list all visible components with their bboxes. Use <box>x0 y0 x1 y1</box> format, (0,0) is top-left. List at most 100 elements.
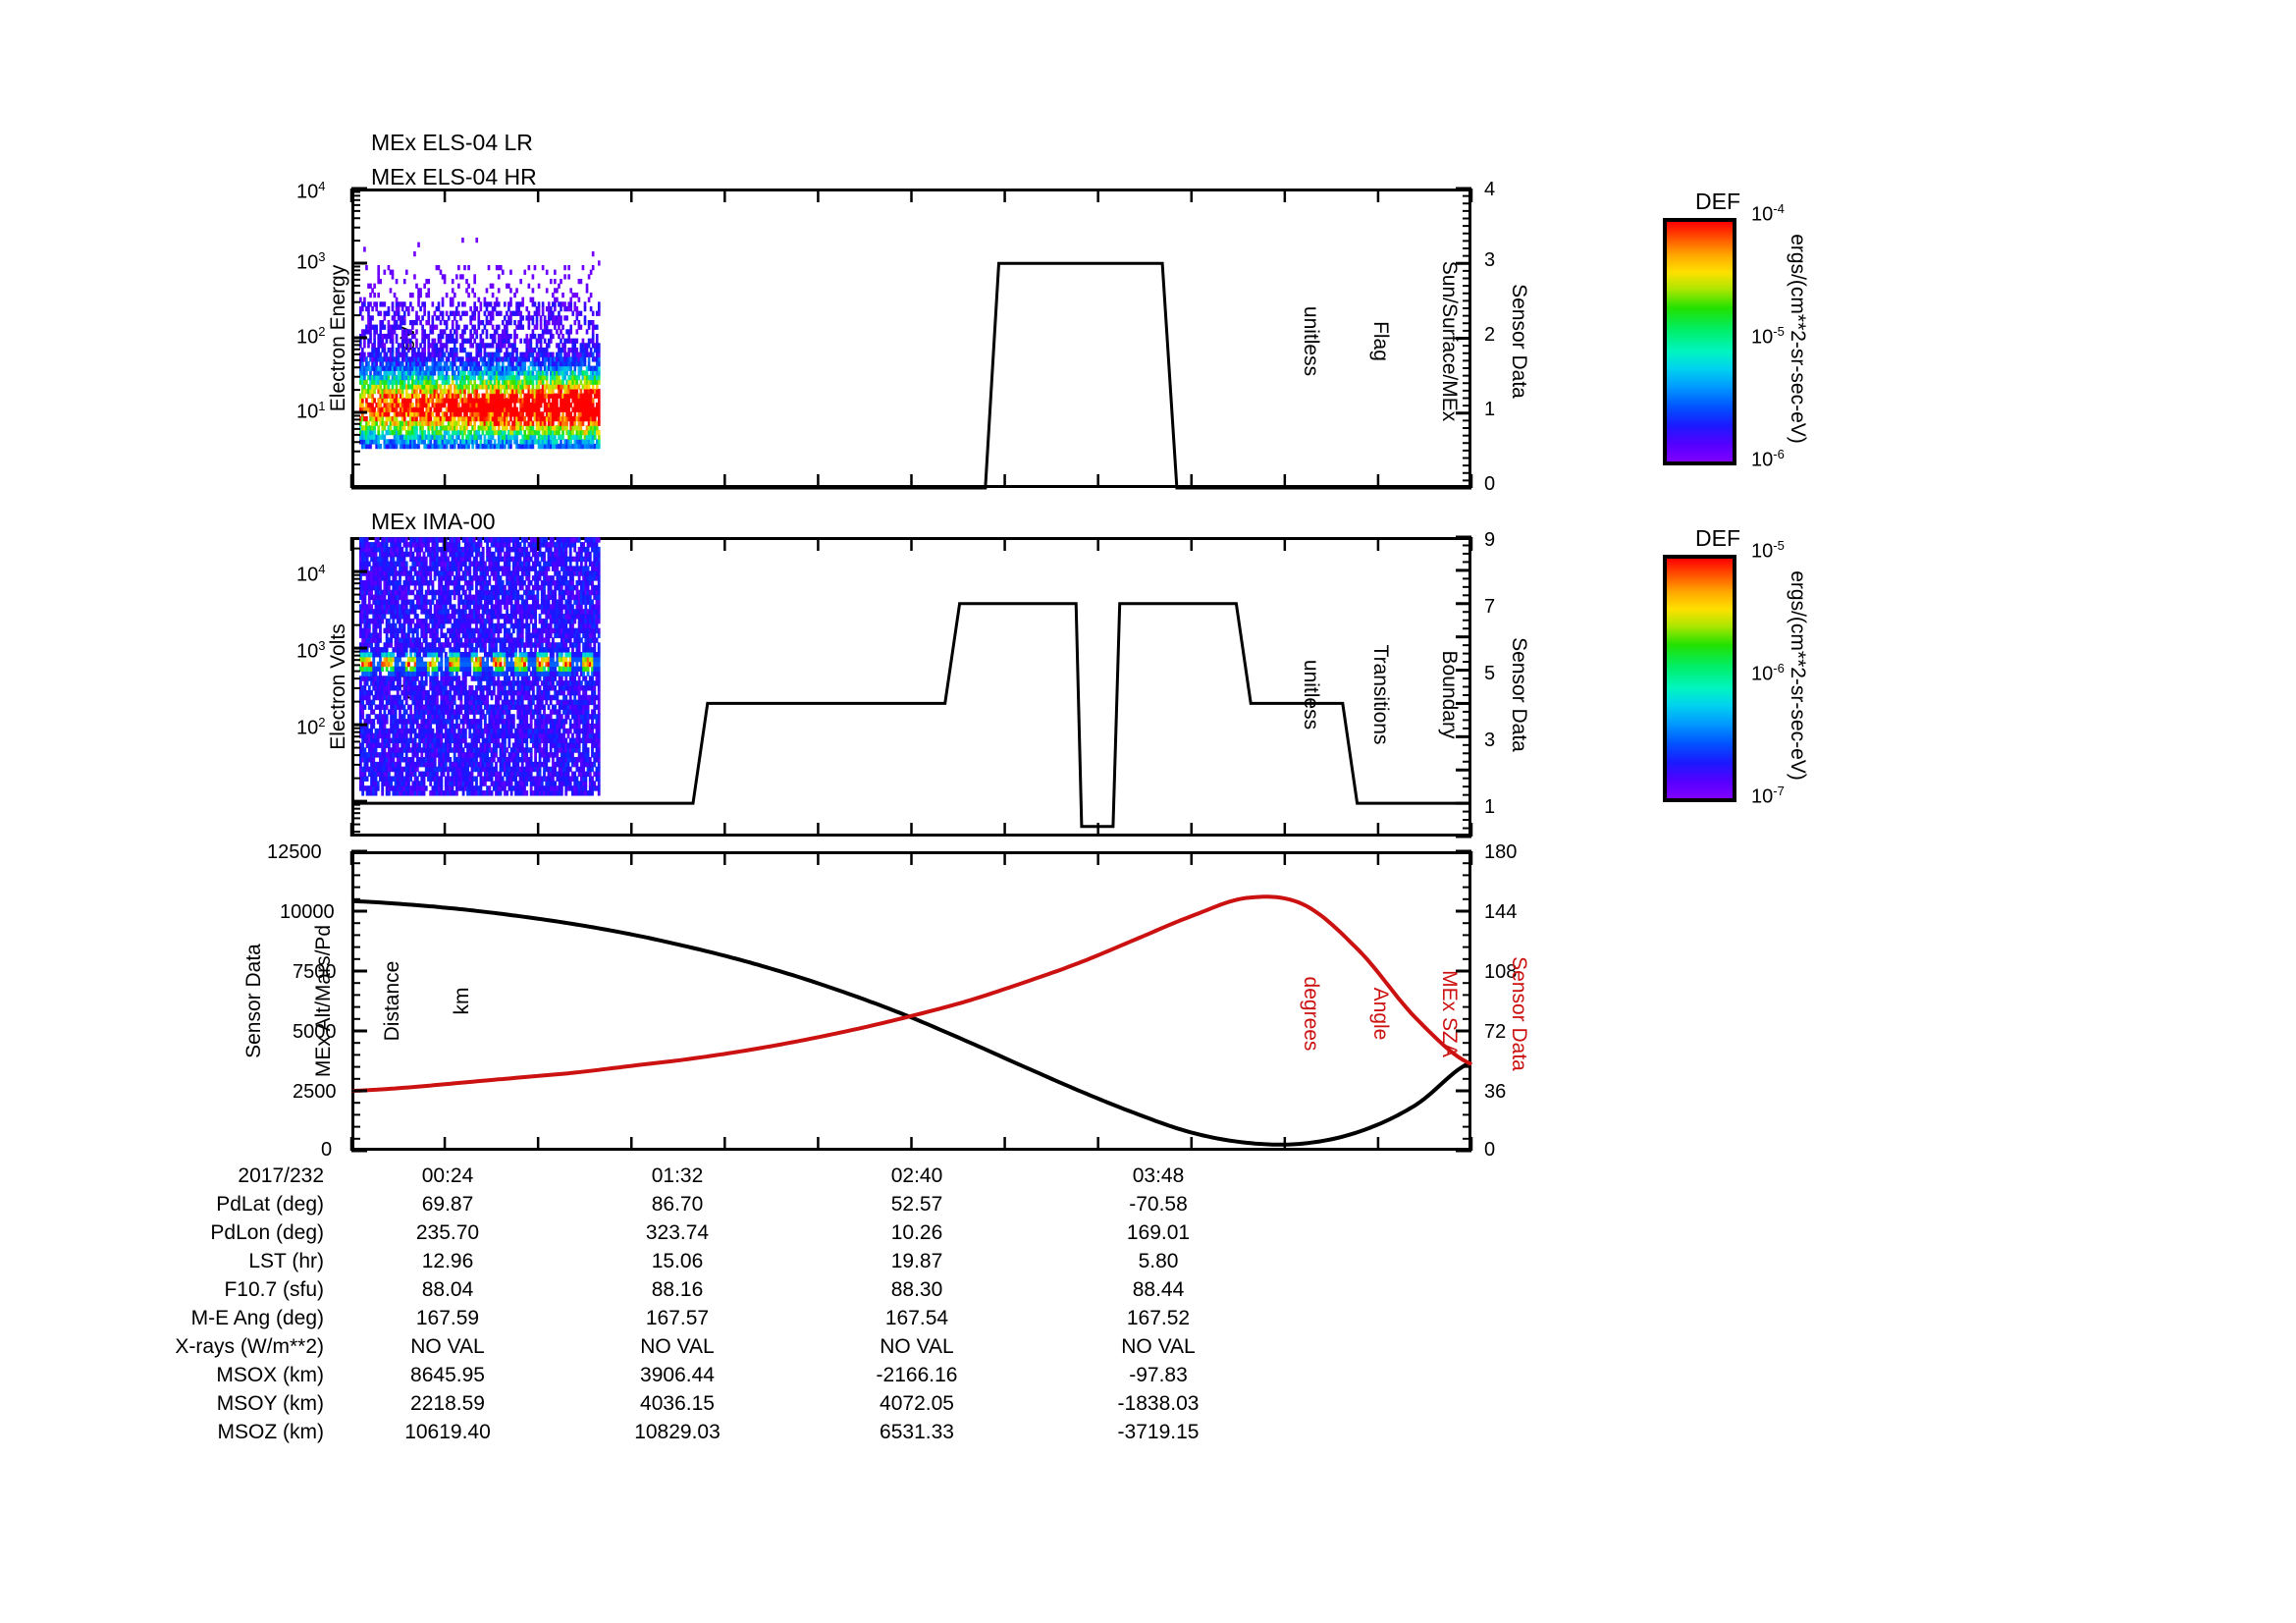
table-row-label: 2017/232 <box>238 1164 324 1187</box>
panel-orbit-ytick-1: 12500 <box>267 841 322 863</box>
axis-title-line: Electron Volts <box>327 623 350 750</box>
panel-ima-canvas <box>349 535 1473 839</box>
table-cell: -3719.15 <box>1117 1421 1200 1443</box>
table-cell: 167.52 <box>1126 1307 1191 1329</box>
table-cell: 4036.15 <box>640 1392 715 1415</box>
panel-els-ytick-r-1: 4 <box>1484 179 1496 200</box>
panel-ima-ytick-r-5: 1 <box>1484 796 1496 818</box>
table-cell: 167.54 <box>884 1307 949 1329</box>
panel-ima-ytick-1: 104 <box>296 562 326 586</box>
table-row-label: MSOY (km) <box>216 1392 324 1415</box>
table-row-label: PdLat (deg) <box>216 1193 324 1216</box>
table-cell: 235.70 <box>415 1221 480 1244</box>
panel-ima-ytick-2: 103 <box>296 638 326 663</box>
axis-title-line: Sensor Data <box>1507 637 1530 752</box>
panel-orbit-ytick-r-1: 180 <box>1484 841 1518 863</box>
axis-title-line: Sensor Data <box>1507 284 1530 399</box>
table-cell: NO VAL <box>880 1335 954 1358</box>
table-cell: 5.80 <box>1138 1250 1179 1272</box>
table-cell: -70.58 <box>1129 1193 1188 1216</box>
ephemeris-table: 2017/232 00:24 01:32 02:40 03:48 PdLat (deg) 6… <box>0 1159 1571 1453</box>
table-cell: 167.57 <box>645 1307 710 1329</box>
table-cell: NO VAL <box>640 1335 715 1358</box>
panel-orbit-ytick-3: 7500 <box>293 961 337 983</box>
axis-title-line: MEx Alt/Mars/Pd <box>311 924 335 1078</box>
table-cell: NO VAL <box>1121 1335 1196 1358</box>
table-cell: NO VAL <box>410 1335 485 1358</box>
table-cell: 15.06 <box>651 1250 704 1272</box>
table-cell: 167.59 <box>415 1307 480 1329</box>
panel-els-ytick-3: 102 <box>296 324 326 349</box>
panel-ima-title: MEx IMA-00 <box>371 509 496 534</box>
table-cell: 12.96 <box>421 1250 474 1272</box>
colorbar-1 <box>1663 218 1736 465</box>
panel-orbit-ytick-r-6: 0 <box>1484 1139 1496 1161</box>
table-cell: 01:32 <box>651 1164 704 1187</box>
colorbar-2-unit: ergs/(cm**2-sr-sec-eV) <box>1739 553 1855 798</box>
panel-els-ytick-4: 101 <box>296 399 326 423</box>
axis-title-line: Sensor Data <box>1507 956 1530 1071</box>
table-cell: 02:40 <box>890 1164 943 1187</box>
panel-ima-ytick-r-4: 3 <box>1484 730 1496 751</box>
table-row-label: PdLon (deg) <box>210 1221 324 1244</box>
table-row-label: MSOZ (km) <box>217 1421 324 1443</box>
panel-orbit-ytick-5: 2500 <box>293 1081 337 1103</box>
colorbar-1-tick-2: 10-5 <box>1751 324 1785 349</box>
table-cell: 169.01 <box>1126 1221 1191 1244</box>
table-cell: 10.26 <box>890 1221 943 1244</box>
panel-orbit-ytick-r-4: 72 <box>1484 1021 1507 1043</box>
table-cell: 2218.59 <box>410 1392 485 1415</box>
table-cell: 69.87 <box>421 1193 474 1216</box>
panel-els-ytick-2: 103 <box>296 249 326 274</box>
panel-orbit-ytick-6: 0 <box>321 1139 333 1161</box>
table-cell: 52.57 <box>890 1193 943 1216</box>
table-cell: 4072.05 <box>880 1392 954 1415</box>
panel-orbit-ytick-4: 5000 <box>293 1021 337 1043</box>
panel-ima-ytick-r-2: 7 <box>1484 596 1496 618</box>
colorbar-2-tick-3: 10-7 <box>1751 784 1785 808</box>
table-cell: -1838.03 <box>1117 1392 1200 1415</box>
table-cell: 03:48 <box>1132 1164 1185 1187</box>
table-cell: 88.44 <box>1132 1278 1185 1301</box>
table-row-label: LST (hr) <box>248 1250 324 1272</box>
table-cell: 88.04 <box>421 1278 474 1301</box>
table-cell: -97.83 <box>1129 1364 1188 1386</box>
panel-els-title-lr: MEx ELS-04 LR <box>371 130 533 155</box>
panel-els-ytick-1: 104 <box>296 179 326 203</box>
panel-orbit-frame <box>351 851 1471 1151</box>
table-row-label: M-E Ang (deg) <box>190 1307 324 1329</box>
table-cell: 6531.33 <box>880 1421 954 1443</box>
table-cell: 10829.03 <box>634 1421 721 1443</box>
table-row-label: F10.7 (sfu) <box>224 1278 324 1301</box>
colorbar-2-tick-2: 10-6 <box>1751 661 1785 685</box>
table-cell: 86.70 <box>651 1193 704 1216</box>
colorbar-1-title: DEF <box>1695 189 1740 214</box>
panel-orbit-ytick-r-5: 36 <box>1484 1081 1507 1103</box>
table-cell: 8645.95 <box>410 1364 485 1386</box>
table-cell: -2166.16 <box>876 1364 958 1386</box>
colorbar-unit-text: ergs/(cm**2-sr-sec-eV) <box>1786 234 1809 444</box>
panel-ima-ytick-r-3: 5 <box>1484 663 1496 684</box>
axis-title-line: Electron Energy <box>327 264 350 412</box>
panel-els-ytick-r-5: 0 <box>1484 473 1496 495</box>
colorbar-unit-text: ergs/(cm**2-sr-sec-eV) <box>1786 570 1809 781</box>
panel-els-canvas <box>349 187 1473 490</box>
table-cell: 10619.40 <box>404 1421 491 1443</box>
panel-els-ytick-r-3: 2 <box>1484 324 1496 346</box>
colorbar-2 <box>1663 555 1736 802</box>
colorbar-1-unit: ergs/(cm**2-sr-sec-eV) <box>1739 216 1855 461</box>
panel-ima-ytick-3: 102 <box>296 715 326 739</box>
panel-orbit-canvas <box>349 849 1473 1153</box>
colorbar-1-tick-3: 10-6 <box>1751 447 1785 471</box>
panel-orbit-ytick-2: 10000 <box>280 901 335 923</box>
table-row-label: MSOX (km) <box>216 1364 324 1386</box>
panel-els-ytick-r-4: 1 <box>1484 399 1496 420</box>
table-cell: 3906.44 <box>640 1364 715 1386</box>
colorbar-1-tick-1: 10-4 <box>1751 201 1785 226</box>
table-cell: 19.87 <box>890 1250 943 1272</box>
table-cell: 88.30 <box>890 1278 943 1301</box>
panel-orbit-ytick-r-3: 108 <box>1484 961 1518 983</box>
panel-ima-ytick-r-1: 9 <box>1484 529 1496 551</box>
table-cell: 88.16 <box>651 1278 704 1301</box>
